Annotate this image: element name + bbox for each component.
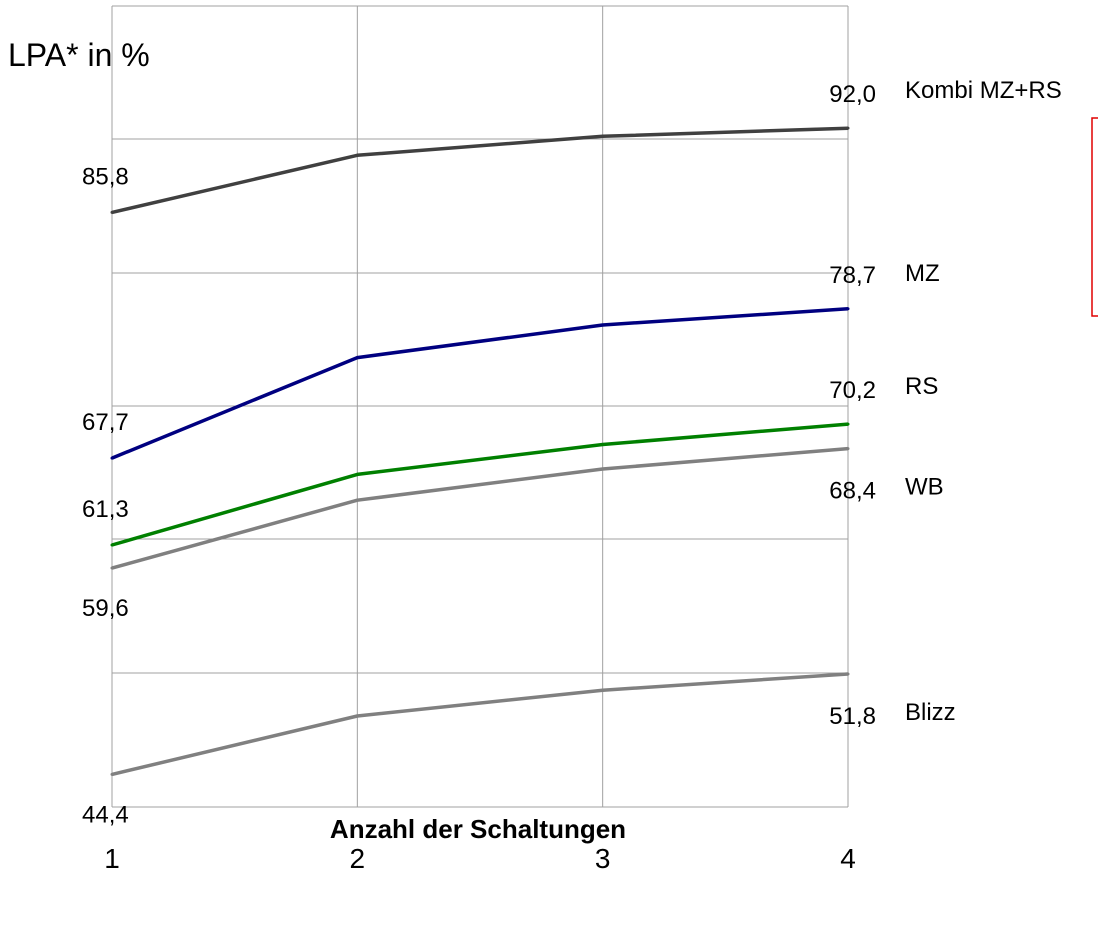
data-point [601,443,605,447]
data-point [601,323,605,327]
value-labels: 85,8 92,0 67,7 78,7 61,3 70,2 59,6 68,4 44,4 51,8 [82,81,876,828]
series-line [111,126,849,215]
series-line [111,446,849,570]
data-point [846,126,850,130]
end-value-label: 68,4 [829,478,876,505]
series-line [111,422,849,547]
start-value-label: 59,6 [82,595,129,622]
start-value-label: 85,8 [82,163,129,190]
data-point [110,210,114,214]
data-point [355,356,359,360]
data-point [601,134,605,138]
end-value-label: 78,7 [829,262,876,289]
start-value-label: 44,4 [82,801,129,828]
series-name-label: Kombi MZ+RS [905,77,1062,104]
x-axis-title: Anzahl der Schaltungen [330,814,626,844]
data-point [846,422,850,426]
series-line [111,672,849,777]
x-tick-label: 3 [595,843,611,874]
series-name-label: WB [905,474,944,501]
x-tick-label: 4 [840,843,856,874]
data-point [846,672,850,676]
data-point [846,447,850,451]
data-point [110,566,114,570]
series-lines [110,126,850,777]
grid [111,5,849,808]
data-point [601,467,605,471]
end-value-label: 70,2 [829,377,876,404]
legend-box [1091,117,1098,317]
data-point [355,472,359,476]
data-point [110,772,114,776]
y-axis-label: LPA* in % [8,37,150,73]
start-value-label: 67,7 [82,409,129,436]
x-axis-ticks: 1 2 3 4 [104,843,856,874]
end-value-label: 51,8 [829,703,876,730]
series-name-label: Blizz [905,699,956,726]
data-point [601,688,605,692]
data-point [355,714,359,718]
data-point [355,153,359,157]
data-point [846,307,850,311]
series-name-label: MZ [905,260,940,287]
data-point [110,543,114,547]
start-value-label: 61,3 [82,496,129,523]
series-name-label: RS [905,373,938,400]
data-point [110,456,114,460]
x-tick-label: 2 [350,843,366,874]
series-names: Kombi MZ+RS MZ RS WB Blizz [905,77,1062,726]
x-tick-label: 1 [104,843,120,874]
series-line [111,307,849,460]
end-value-label: 92,0 [829,81,876,108]
data-point [355,498,359,502]
